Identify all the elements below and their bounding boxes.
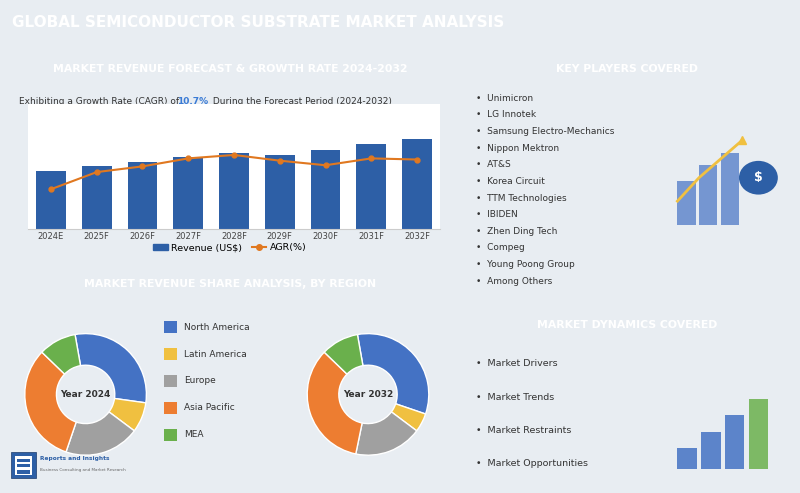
Text: •  Market Restraints: • Market Restraints [475, 425, 571, 434]
Wedge shape [75, 334, 146, 403]
Bar [701, 431, 721, 468]
Text: Business Consulting and Market Research: Business Consulting and Market Research [40, 468, 126, 472]
Text: Reports and Insights: Reports and Insights [40, 456, 110, 461]
Wedge shape [356, 412, 417, 455]
Text: •  Unimicron: • Unimicron [475, 94, 533, 103]
Text: •  LG Innotek: • LG Innotek [475, 110, 536, 119]
Text: Year 2032: Year 2032 [343, 390, 393, 399]
Text: GLOBAL SEMICONDUCTOR SUBSTRATE MARKET ANALYSIS: GLOBAL SEMICONDUCTOR SUBSTRATE MARKET AN… [12, 15, 504, 30]
Bar [36, 171, 66, 229]
Text: •  Nippon Mektron: • Nippon Mektron [475, 143, 558, 153]
Text: Exhibiting a Growth Rate (CAGR) of: Exhibiting a Growth Rate (CAGR) of [19, 97, 182, 106]
Bar [164, 428, 177, 441]
Bar [219, 153, 249, 229]
Bar [164, 375, 177, 387]
Text: •  Market Drivers: • Market Drivers [475, 359, 558, 368]
Bar [357, 144, 386, 229]
Text: During the Forecast Period (2024-2032): During the Forecast Period (2024-2032) [210, 97, 392, 106]
Text: 10.7%: 10.7% [177, 97, 208, 106]
Wedge shape [109, 398, 146, 431]
Bar [17, 458, 30, 462]
FancyBboxPatch shape [11, 452, 36, 478]
Text: •  Young Poong Group: • Young Poong Group [475, 260, 574, 269]
Wedge shape [66, 412, 134, 455]
Circle shape [739, 161, 778, 195]
Text: •  Samsung Electro-Mechanics: • Samsung Electro-Mechanics [475, 127, 614, 136]
Wedge shape [391, 404, 426, 431]
Bar [749, 398, 768, 468]
Bar [164, 321, 177, 333]
Text: KEY PLAYERS COVERED: KEY PLAYERS COVERED [556, 64, 698, 73]
Text: •  Market Opportunities: • Market Opportunities [475, 458, 587, 467]
Legend: Revenue (US$), AGR(%): Revenue (US$), AGR(%) [150, 240, 310, 256]
Bar [174, 157, 203, 229]
Text: •  Zhen Ding Tech: • Zhen Ding Tech [475, 227, 557, 236]
Text: MARKET REVENUE SHARE ANALYSIS, BY REGION: MARKET REVENUE SHARE ANALYSIS, BY REGION [84, 279, 376, 289]
Text: •  TTM Technologies: • TTM Technologies [475, 193, 566, 203]
Text: •  Compeg: • Compeg [475, 244, 524, 252]
Text: MEA: MEA [184, 430, 203, 439]
Text: •  Among Others: • Among Others [475, 277, 552, 285]
Text: North America: North America [184, 322, 250, 332]
Bar [310, 150, 341, 229]
Text: •  AT&S: • AT&S [475, 160, 510, 169]
Text: MARKET REVENUE FORECAST & GROWTH RATE 2024-2032: MARKET REVENUE FORECAST & GROWTH RATE 20… [53, 64, 407, 73]
Bar [82, 167, 111, 229]
Bar [678, 448, 697, 468]
Wedge shape [307, 352, 362, 454]
Wedge shape [358, 334, 429, 414]
Text: Year 2024: Year 2024 [61, 390, 110, 399]
Bar [15, 456, 32, 475]
Text: Latin America: Latin America [184, 350, 246, 358]
Text: •  Market Trends: • Market Trends [475, 392, 554, 401]
Bar [265, 155, 294, 229]
Wedge shape [324, 335, 363, 374]
Bar [402, 139, 432, 229]
Text: Europe: Europe [184, 377, 215, 386]
Wedge shape [25, 352, 76, 452]
Text: $: $ [754, 171, 762, 184]
Bar [17, 464, 30, 467]
Bar [725, 415, 744, 468]
Text: •  IBIDEN: • IBIDEN [475, 210, 518, 219]
Text: Asia Pacific: Asia Pacific [184, 403, 234, 413]
Bar [164, 402, 177, 414]
Wedge shape [42, 335, 81, 374]
Text: MARKET DYNAMICS COVERED: MARKET DYNAMICS COVERED [537, 320, 718, 330]
Text: •  Korea Circuit: • Korea Circuit [475, 177, 545, 186]
Bar [164, 348, 177, 360]
Bar [127, 162, 158, 229]
Bar [17, 470, 30, 474]
